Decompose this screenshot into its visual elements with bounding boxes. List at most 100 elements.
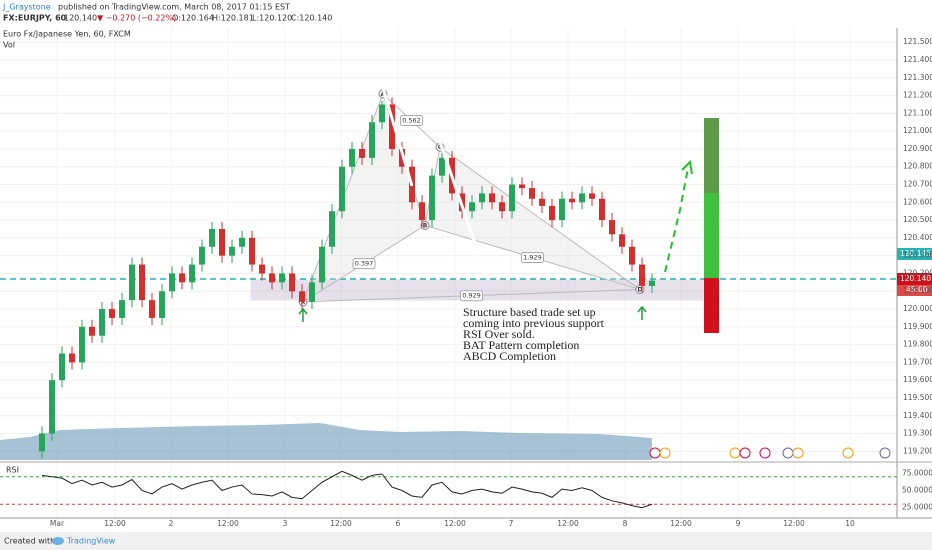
candle-body	[539, 198, 545, 206]
brand[interactable]: TradingView	[66, 537, 116, 546]
rsi-tick-label: 75.0000	[902, 468, 932, 477]
y-tick-label: 119.800	[903, 340, 932, 349]
point-label: A	[381, 91, 386, 98]
volume-label: Vol	[3, 41, 15, 50]
rsi-pane: 75.0000 50.0000 25.0000	[0, 468, 932, 512]
y-tick-label: 119.600	[903, 375, 932, 384]
candle-body	[129, 264, 135, 301]
candle-body	[559, 198, 565, 221]
y-tick-label: 120.400	[903, 233, 932, 242]
pattern-point	[420, 220, 430, 230]
candle-body	[609, 220, 615, 235]
close: C:120.140	[291, 14, 332, 23]
candle-body	[419, 202, 425, 221]
x-tick-label: 10	[845, 519, 855, 528]
event	[792, 447, 804, 459]
y-tick-label: 120.300	[903, 251, 932, 260]
candle-body	[49, 380, 55, 434]
x-tick-label: 7	[509, 519, 514, 528]
candle-body	[169, 273, 175, 292]
y-tick-label: 120.000	[903, 304, 932, 313]
rsi-line	[41, 470, 653, 509]
x-tick-label: 12:00	[444, 519, 466, 528]
candle-body	[179, 273, 185, 283]
candle-body	[159, 291, 165, 318]
y-tick-label: 119.900	[903, 322, 932, 331]
candle-body	[369, 122, 375, 158]
abcd-leg	[438, 141, 489, 279]
y-tick-label: 120.500	[903, 215, 932, 224]
y-tick-label: 119.500	[903, 393, 932, 402]
candle-body	[349, 148, 355, 167]
x-tick-label: 2	[169, 519, 174, 528]
candle-body	[319, 246, 325, 283]
ratio-box	[400, 114, 423, 126]
point-label: C	[438, 144, 443, 151]
annotation-line: coming into previous support	[463, 316, 605, 330]
tag-box	[897, 248, 932, 260]
y-tick-label: 119.300	[903, 429, 932, 438]
candle-body	[239, 237, 245, 247]
instrument: Euro Fx/Japanese Yen, 60, FXCM	[3, 30, 131, 39]
annotation-line: BAT Pattern completion	[463, 338, 579, 352]
y-tick-label: 120.100	[903, 286, 932, 295]
y-tick-label: 121.100	[903, 108, 932, 117]
y-tick-label: 121.200	[903, 91, 932, 100]
candle-body	[259, 264, 265, 274]
candle-body	[269, 273, 275, 283]
abcd-leg	[381, 87, 414, 187]
ratio-label: 0.929	[462, 292, 481, 300]
candle-body	[279, 273, 285, 283]
y-tick-label: 120.200	[903, 268, 932, 277]
y-tick-label: 119.700	[903, 357, 932, 366]
volume-area	[0, 423, 652, 460]
footer-text: Created with	[4, 537, 55, 546]
event	[759, 447, 771, 459]
open: O:120.164	[172, 14, 214, 23]
candle-body	[59, 353, 65, 381]
ratio-box	[460, 290, 483, 302]
tag-box	[897, 273, 932, 285]
arrow-head	[681, 159, 693, 175]
event	[842, 447, 854, 459]
change: ▼ −0.270 (−0.22%)	[97, 14, 176, 23]
x-tick-label: Mar	[50, 519, 65, 528]
candle-body	[309, 282, 315, 302]
candle-body	[579, 193, 585, 203]
candle-body	[219, 228, 225, 256]
ratio-label: 1.929	[523, 253, 542, 261]
x-tick-label: 12:00	[104, 519, 126, 528]
ratio-label: 0.397	[355, 260, 374, 268]
candle-body	[509, 184, 515, 212]
candle-body	[199, 246, 205, 265]
pattern-leg	[439, 146, 641, 290]
candle-body	[519, 184, 525, 189]
candle-body	[389, 104, 395, 149]
candle-body	[189, 264, 195, 283]
candle-body	[439, 157, 445, 176]
candle-body	[289, 273, 295, 292]
price-tag: 120.140	[900, 274, 931, 283]
candle-body	[299, 291, 305, 302]
candle-body	[209, 228, 215, 247]
published: published on TradingView.com, March 08, …	[58, 3, 290, 12]
tag-box	[897, 285, 932, 296]
y-tick-label: 120.600	[903, 197, 932, 206]
y-tick-label: 120.800	[903, 162, 932, 171]
candle-body	[339, 166, 345, 212]
up-arrow	[637, 305, 647, 320]
candle-body	[229, 246, 235, 256]
event	[879, 447, 891, 459]
point-label: D	[638, 286, 643, 293]
candle-body	[639, 264, 645, 286]
pattern-fill	[425, 147, 640, 290]
stop-zone	[704, 278, 719, 333]
candle-body	[39, 433, 45, 452]
footer	[0, 532, 932, 550]
candle-body	[549, 205, 555, 221]
high: H:120.181	[212, 14, 254, 23]
candle-body	[649, 280, 655, 286]
